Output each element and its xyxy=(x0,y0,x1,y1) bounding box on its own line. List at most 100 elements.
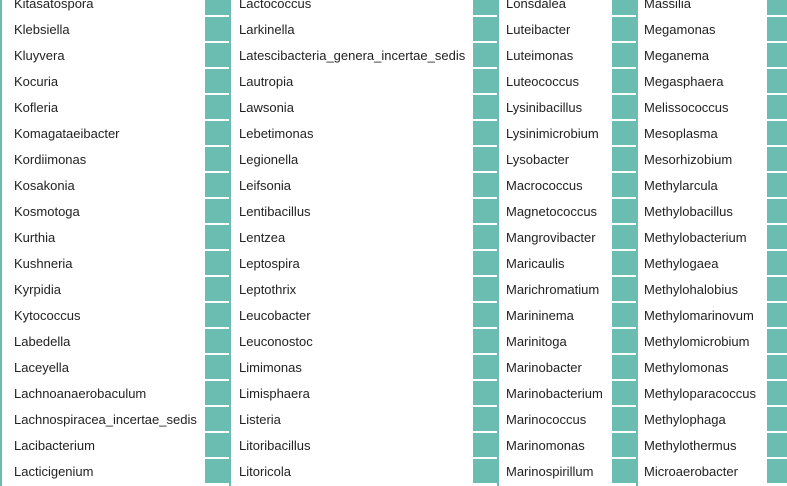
genus-name: Kluyvera xyxy=(14,48,65,63)
color-swatch xyxy=(767,329,787,355)
color-swatch xyxy=(767,0,787,17)
genus-name: Mesoplasma xyxy=(644,126,718,141)
color-swatch xyxy=(473,95,497,121)
column-divider xyxy=(636,0,638,486)
color-swatch xyxy=(767,381,787,407)
color-swatch xyxy=(205,173,229,199)
genus-name: Limimonas xyxy=(239,360,302,375)
genus-name: Methylomicrobium xyxy=(644,334,750,349)
genus-name: Methylarcula xyxy=(644,178,718,193)
genus-name: Kordiimonas xyxy=(14,152,87,167)
color-swatch xyxy=(473,147,497,173)
column-divider xyxy=(0,0,2,486)
genus-name: Litoricola xyxy=(239,464,292,479)
genus-name: Kosakonia xyxy=(14,178,75,193)
genus-name: Kushneria xyxy=(14,256,73,271)
genus-name: Marinobacter xyxy=(506,360,582,375)
color-swatch xyxy=(767,355,787,381)
color-swatch xyxy=(612,277,636,303)
color-swatch xyxy=(612,0,636,17)
color-swatch xyxy=(612,303,636,329)
color-swatch xyxy=(205,43,229,69)
color-swatch xyxy=(767,277,787,303)
genus-name: Melissococcus xyxy=(644,100,729,115)
genus-name: Leucobacter xyxy=(239,308,311,323)
genus-name: Litoribacillus xyxy=(239,438,311,453)
genus-name: Megamonas xyxy=(644,22,716,37)
genus-name: Laceyella xyxy=(14,360,69,375)
color-swatch xyxy=(473,303,497,329)
genus-name: Klebsiella xyxy=(14,22,70,37)
genus-name: Megasphaera xyxy=(644,74,724,89)
genus-name: Lonsdalea xyxy=(506,0,566,11)
color-swatch xyxy=(205,199,229,225)
color-swatch xyxy=(612,459,636,485)
color-swatch xyxy=(205,251,229,277)
color-swatch xyxy=(767,433,787,459)
color-swatch xyxy=(612,43,636,69)
color-swatch xyxy=(612,17,636,43)
genus-name: Kyrpidia xyxy=(14,282,61,297)
genus-name: Labedella xyxy=(14,334,71,349)
color-swatch xyxy=(612,355,636,381)
genus-name: Lysinibacillus xyxy=(506,100,583,115)
color-swatch xyxy=(473,43,497,69)
genus-name: Limisphaera xyxy=(239,386,310,401)
color-swatch xyxy=(612,225,636,251)
genus-name: Lentzea xyxy=(239,230,286,245)
genus-name: Latescibacteria_genera_incertae_sedis xyxy=(239,48,466,63)
genus-name: Lacticigenium xyxy=(14,464,94,479)
color-swatch xyxy=(205,433,229,459)
color-swatch xyxy=(767,225,787,251)
color-swatch xyxy=(767,173,787,199)
color-swatch xyxy=(612,147,636,173)
color-swatch xyxy=(473,433,497,459)
genus-name: Methylogaea xyxy=(644,256,719,271)
genus-name: Lysinimicrobium xyxy=(506,126,599,141)
genus-name: Microaerobacter xyxy=(644,464,738,479)
color-swatch xyxy=(767,251,787,277)
genus-name: Listeria xyxy=(239,412,281,427)
color-swatch xyxy=(205,381,229,407)
genus-name: Lebetimonas xyxy=(239,126,314,141)
color-swatch xyxy=(205,95,229,121)
genus-name: Mangrovibacter xyxy=(506,230,596,245)
genus-name: Magnetococcus xyxy=(506,204,598,219)
color-swatch xyxy=(767,199,787,225)
genus-name: Lautropia xyxy=(239,74,294,89)
color-swatch xyxy=(205,0,229,17)
color-swatch xyxy=(612,381,636,407)
genus-name: Lacibacterium xyxy=(14,438,95,453)
genus-name: Methylophaga xyxy=(644,412,726,427)
genus-name: Marinospirillum xyxy=(506,464,594,479)
genus-name: Kocuria xyxy=(14,74,59,89)
color-swatch xyxy=(473,225,497,251)
color-swatch xyxy=(473,251,497,277)
genus-name: Lysobacter xyxy=(506,152,570,167)
color-swatch xyxy=(205,459,229,485)
genus-name: Luteibacter xyxy=(506,22,571,37)
genus-name: Mesorhizobium xyxy=(644,152,733,167)
color-swatch xyxy=(205,17,229,43)
color-swatch xyxy=(767,17,787,43)
color-swatch xyxy=(473,355,497,381)
genus-name: Lentibacillus xyxy=(239,204,311,219)
color-swatch xyxy=(612,121,636,147)
genus-name: Leifsonia xyxy=(239,178,292,193)
genus-name: Leptospira xyxy=(239,256,300,271)
genus-name: Larkinella xyxy=(239,22,295,37)
color-swatch xyxy=(473,277,497,303)
genus-name: Kitasatospora xyxy=(14,0,94,11)
genus-name: Leuconostoc xyxy=(239,334,313,349)
color-swatch xyxy=(205,407,229,433)
color-swatch xyxy=(205,69,229,95)
genus-name: Kurthia xyxy=(14,230,56,245)
genus-name: Luteococcus xyxy=(506,74,579,89)
color-swatch xyxy=(473,407,497,433)
genus-name: Marinococcus xyxy=(506,412,587,427)
genus-name: Marinomonas xyxy=(506,438,585,453)
color-swatch xyxy=(205,329,229,355)
color-swatch xyxy=(205,355,229,381)
column-divider xyxy=(229,0,231,486)
color-swatch xyxy=(767,407,787,433)
